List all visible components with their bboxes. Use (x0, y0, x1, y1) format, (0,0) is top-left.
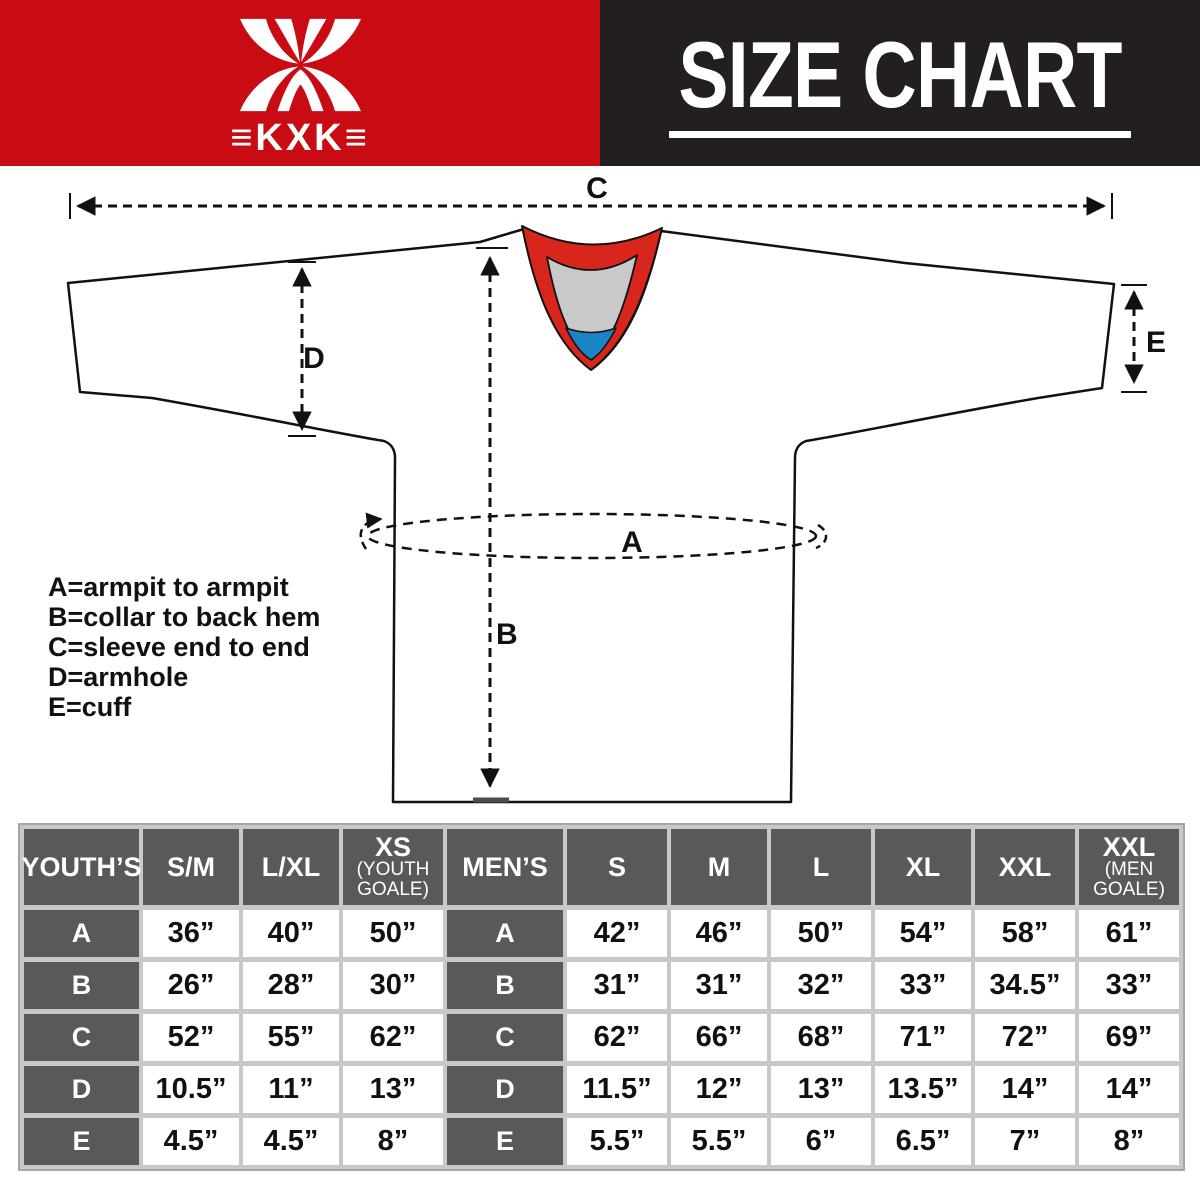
men-d-m: 12” (671, 1066, 767, 1113)
collar-inner-lining (546, 254, 638, 359)
page-title: SIZE CHART (678, 22, 1122, 127)
legend-line-d: D=armhole (48, 662, 189, 692)
men-group-header: MEN’S (447, 829, 563, 905)
youth-goalie-sub: (YOUTH GOALE) (356, 859, 430, 900)
men-a-l: 50” (771, 910, 871, 957)
kxk-logo-wordmark: ≡KXK≡ (230, 117, 370, 159)
youth-a-sm: 36” (143, 910, 239, 957)
measurement-legend: A=armpit to armpit B=collar to back hem … (48, 572, 320, 722)
col-header-men-s: S (567, 829, 667, 905)
men-c-xxl: 72” (975, 1014, 1075, 1061)
measure-b-label: B (496, 618, 518, 651)
youth-d-lxl: 11” (243, 1066, 339, 1113)
jersey-measurement-diagram: C D B E A (66, 172, 1166, 804)
youth-b-sm: 26” (143, 962, 239, 1009)
men-d-xxl: 14” (975, 1066, 1075, 1113)
youth-c-sm: 52” (143, 1014, 239, 1061)
men-row-label-e: E (447, 1118, 563, 1165)
legend-line-e: E=cuff (48, 692, 132, 722)
men-b-l: 32” (771, 962, 871, 1009)
brand-header: ≡KXK≡ (0, 0, 600, 166)
men-a-xl: 54” (875, 910, 971, 957)
men-e-xxl: 7” (975, 1118, 1075, 1165)
measure-e-label: E (1146, 326, 1166, 359)
title-banner: SIZE CHART (600, 0, 1200, 166)
men-e-s: 5.5” (567, 1118, 667, 1165)
youth-c-lxl: 55” (243, 1014, 339, 1061)
youth-c-xs: 62” (343, 1014, 443, 1061)
youth-goalie-size: XS (374, 832, 412, 862)
men-goalie-size: XXL (1102, 832, 1156, 862)
measure-a: A (359, 512, 828, 560)
col-header-men-l: L (771, 829, 871, 905)
youth-row-label-e: E (24, 1118, 139, 1165)
youth-row-label-b: B (24, 962, 139, 1009)
youth-e-xs: 8” (343, 1118, 443, 1165)
legend-line-c: C=sleeve end to end (48, 632, 310, 662)
men-c-s: 62” (567, 1014, 667, 1061)
men-c-xl: 71” (875, 1014, 971, 1061)
title-underline (669, 131, 1131, 138)
col-header-youth-xs-goalie: XS (YOUTH GOALE) (343, 829, 443, 905)
men-a-xxlg: 61” (1079, 910, 1179, 957)
size-table: YOUTH’S S/M L/XL XS (YOUTH GOALE) MEN’S … (18, 823, 1185, 1171)
youth-a-lxl: 40” (243, 910, 339, 957)
men-d-xl: 13.5” (875, 1066, 971, 1113)
youth-b-xs: 30” (343, 962, 443, 1009)
men-b-m: 31” (671, 962, 767, 1009)
men-e-l: 6” (771, 1118, 871, 1165)
men-c-m: 66” (671, 1014, 767, 1061)
men-row-label-b: B (447, 962, 563, 1009)
men-e-xxlg: 8” (1079, 1118, 1179, 1165)
men-row-label-c: C (447, 1014, 563, 1061)
youth-d-xs: 13” (343, 1066, 443, 1113)
men-d-l: 13” (771, 1066, 871, 1113)
col-header-men-xl: XL (875, 829, 971, 905)
men-c-xxlg: 69” (1079, 1014, 1179, 1061)
measure-e: E (1121, 284, 1166, 393)
youth-row-label-d: D (24, 1066, 139, 1113)
measure-c-label: C (586, 172, 608, 205)
men-b-xxlg: 33” (1079, 962, 1179, 1009)
men-d-xxlg: 14” (1079, 1066, 1179, 1113)
men-a-s: 42” (567, 910, 667, 957)
col-header-men-xxl: XXL (975, 829, 1075, 905)
col-header-men-xxl-goalie: XXL (MEN GOALE) (1079, 829, 1179, 905)
kxk-logo-emblem (239, 18, 361, 112)
youth-d-sm: 10.5” (143, 1066, 239, 1113)
collar-v-insert (565, 327, 617, 361)
measure-d: D (288, 261, 325, 437)
men-c-l: 68” (771, 1014, 871, 1061)
men-row-label-d: D (447, 1066, 563, 1113)
youth-a-xs: 50” (343, 910, 443, 957)
measure-a-label: A (621, 526, 643, 559)
youth-e-lxl: 4.5” (243, 1118, 339, 1165)
legend-line-a: A=armpit to armpit (48, 572, 289, 602)
men-a-m: 46” (671, 910, 767, 957)
men-e-m: 5.5” (671, 1118, 767, 1165)
men-row-label-a: A (447, 910, 563, 957)
legend-line-b: B=collar to back hem (48, 602, 321, 632)
men-b-xxl: 34.5” (975, 962, 1075, 1009)
youth-b-lxl: 28” (243, 962, 339, 1009)
men-b-s: 31” (567, 962, 667, 1009)
men-d-s: 11.5” (567, 1066, 667, 1113)
measure-d-label: D (303, 342, 325, 375)
men-e-xl: 6.5” (875, 1118, 971, 1165)
col-header-youth-sm: S/M (143, 829, 239, 905)
measure-b: B (473, 247, 518, 803)
men-a-xxl: 58” (975, 910, 1075, 957)
header-band: ≡KXK≡ SIZE CHART (0, 0, 1200, 166)
col-header-men-m: M (671, 829, 767, 905)
youth-group-header: YOUTH’S (22, 829, 142, 905)
men-b-xl: 33” (875, 962, 971, 1009)
col-header-youth-lxl: L/XL (243, 829, 339, 905)
youth-row-label-a: A (24, 910, 139, 957)
men-goalie-sub: (MEN GOALE) (1093, 859, 1165, 900)
youth-e-sm: 4.5” (143, 1118, 239, 1165)
youth-row-label-c: C (24, 1014, 139, 1061)
measure-c: C (69, 172, 1113, 219)
